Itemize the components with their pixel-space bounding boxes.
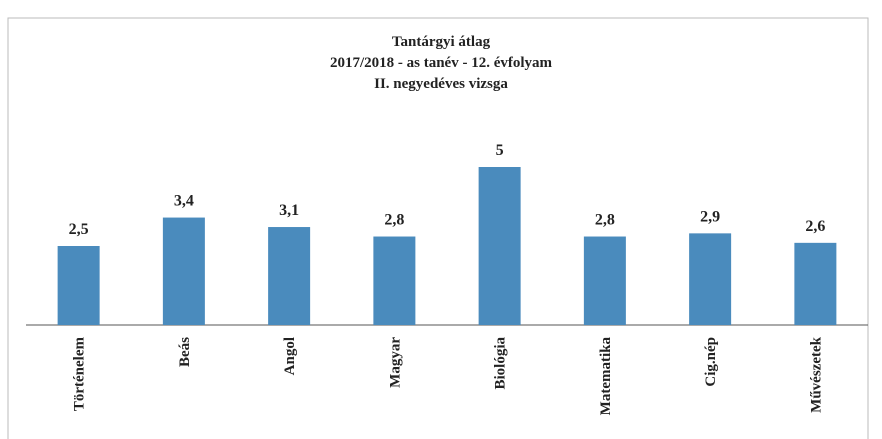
x-tick-label: Biológia [493,337,509,390]
x-tick-label: Művészetek [808,336,824,412]
x-tick-label: Cig.nép [703,337,719,387]
bar [689,233,732,325]
chart-subtitle: II. negyedéves vizsga [374,76,508,92]
chart-title: Tantárgyi átlag [392,34,491,50]
x-tick-label: Matematika [598,337,614,416]
bar [794,242,837,325]
x-tick-label: Angol [282,337,298,375]
value-label: 2,5 [69,221,89,238]
chart-frame [7,17,869,439]
value-label: 2,9 [700,208,720,225]
value-label: 3,4 [174,193,194,210]
bar [478,167,521,325]
chart-subtitle: 2017/2018 - as tanév - 12. évfolyam [330,55,553,71]
bar [162,217,205,325]
x-tick-label: Történelem [72,337,88,412]
value-label: 2,6 [805,218,825,235]
value-label: 5 [496,142,504,159]
value-label: 2,8 [384,212,404,229]
bar [57,246,100,325]
bar [373,236,416,325]
x-tick-label: Beás [177,337,193,367]
value-label: 2,8 [595,212,615,229]
value-label: 3,1 [279,202,299,219]
x-tick-label: Magyar [387,337,403,388]
bar [583,236,626,325]
bar [268,227,311,325]
